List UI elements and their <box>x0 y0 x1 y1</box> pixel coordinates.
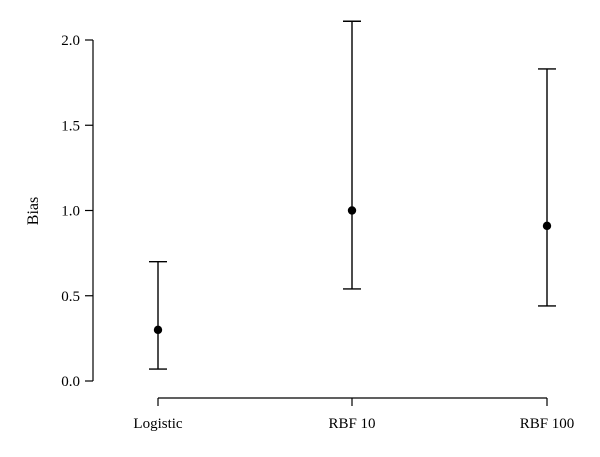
y-tick-label: 2.0 <box>61 33 80 49</box>
y-axis-title: Bias <box>25 197 42 225</box>
y-tick-label: 0.0 <box>61 374 80 390</box>
y-tick-label: 1.0 <box>61 204 80 220</box>
data-point <box>542 221 552 231</box>
data-point <box>347 206 357 215</box>
x-tick-label: RBF 100 <box>520 416 575 432</box>
x-tick-label: RBF 10 <box>328 416 375 432</box>
plot-area <box>149 20 556 370</box>
y-axis: 0.0 0.5 1.0 1.5 2.0 <box>61 33 94 390</box>
y-tick-label: 1.5 <box>61 118 80 134</box>
x-axis: Logistic RBF 10 RBF 100 <box>133 397 575 432</box>
data-point <box>153 325 163 335</box>
y-tick-label: 0.5 <box>61 289 80 305</box>
x-tick-label: Logistic <box>133 416 183 432</box>
